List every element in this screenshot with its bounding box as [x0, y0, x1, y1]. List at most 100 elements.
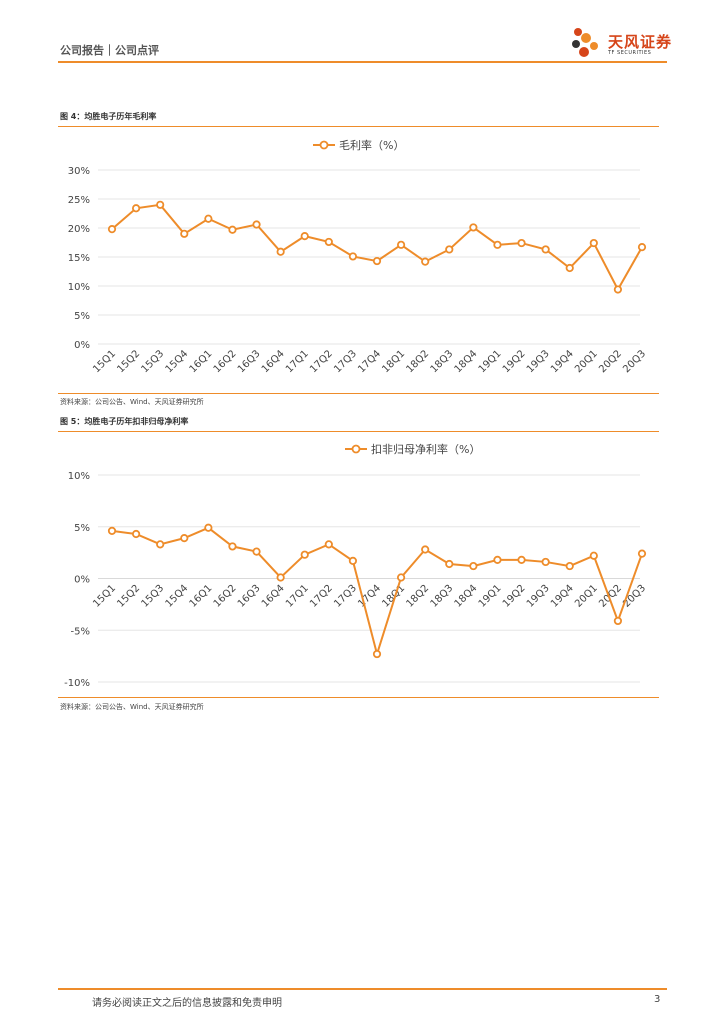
data-point [493, 555, 502, 564]
data-point [276, 247, 285, 256]
data-point [589, 238, 598, 248]
y-tick-label: -5% [71, 626, 90, 637]
x-tick-label: 17Q3 [332, 583, 359, 610]
x-tick-label: 20Q2 [597, 348, 624, 375]
x-tick-label: 15Q1 [91, 583, 118, 610]
data-point [324, 237, 333, 247]
y-tick-label: 10% [68, 471, 90, 482]
x-tick-label: 19Q1 [477, 348, 504, 375]
y-tick-label: 20% [68, 224, 90, 235]
header-divider [58, 61, 667, 63]
x-tick-label: 16Q2 [212, 348, 239, 375]
x-tick-label: 19Q4 [549, 583, 576, 610]
data-point [396, 240, 406, 249]
x-tick-label: 18Q3 [429, 583, 456, 610]
y-tick-label: -10% [64, 678, 90, 689]
x-tick-label: 18Q4 [453, 348, 480, 375]
data-point [324, 540, 333, 549]
x-tick-label: 16Q2 [212, 583, 239, 610]
x-tick-label: 18Q1 [380, 348, 407, 375]
data-point [156, 540, 165, 549]
figure-5-bottom-rule [58, 697, 659, 698]
x-tick-label: 18Q3 [429, 348, 456, 375]
figure-4-source: 资料来源：公司公告、Wind、天风证券研究所 [60, 398, 204, 406]
x-tick-label: 19Q1 [477, 583, 504, 610]
data-point [300, 232, 309, 241]
page-number: 3 [654, 994, 661, 1005]
y-tick-label: 15% [68, 253, 90, 264]
data-point [445, 245, 454, 254]
data-point [469, 561, 478, 571]
data-point [637, 243, 647, 252]
x-tick-label: 18Q2 [404, 348, 431, 375]
company-logo-subtext: TF SECURITIES [608, 50, 652, 56]
y-tick-label: 0% [74, 575, 90, 586]
x-tick-label: 16Q1 [188, 583, 215, 610]
x-tick-label: 18Q4 [453, 583, 480, 610]
x-tick-label: 16Q1 [188, 348, 215, 375]
x-tick-label: 15Q2 [115, 583, 142, 610]
y-tick-label: 0% [74, 340, 90, 351]
y-tick-label: 25% [68, 195, 90, 206]
data-point [204, 214, 213, 223]
data-point [131, 529, 141, 539]
data-point [107, 526, 117, 535]
x-tick-label: 16Q4 [260, 348, 287, 375]
data-point [445, 559, 454, 569]
data-point [517, 238, 526, 248]
data-point [372, 649, 382, 659]
data-point [348, 556, 358, 566]
x-tick-label: 20Q2 [597, 583, 624, 610]
x-tick-label: 17Q3 [332, 348, 359, 375]
data-point [228, 542, 237, 551]
legend-label: 扣非归母净利率（%） [371, 442, 480, 456]
x-tick-label: 19Q3 [525, 348, 552, 375]
data-point [228, 225, 237, 234]
x-tick-label: 16Q3 [236, 583, 263, 610]
data-point [493, 240, 502, 249]
data-point [252, 220, 261, 229]
x-tick-label: 15Q4 [164, 583, 191, 610]
x-tick-label: 17Q1 [284, 583, 311, 610]
x-tick-label: 19Q2 [501, 583, 528, 610]
x-tick-label: 17Q2 [308, 348, 335, 375]
data-point [348, 252, 358, 261]
x-tick-label: 15Q1 [91, 348, 118, 375]
figure-5-title: 图 5：均胜电子历年扣非归母净利率 [60, 417, 189, 426]
data-point [589, 551, 598, 560]
y-tick-label: 10% [68, 282, 90, 293]
x-tick-label: 15Q4 [164, 348, 191, 375]
data-point [372, 256, 382, 266]
data-point [131, 204, 141, 213]
data-point [421, 257, 430, 266]
company-logo-text: 天风证券 [608, 33, 673, 51]
legend-label: 毛利率（%） [339, 138, 404, 152]
data-point [421, 545, 430, 554]
data-point [469, 223, 478, 232]
series-line [111, 203, 643, 292]
data-point [517, 555, 526, 564]
x-tick-label: 19Q2 [501, 348, 528, 375]
data-point [252, 547, 261, 556]
gross-margin-chart: 毛利率（%） 0% 5% 10% 15% 20% 25% 30% 15Q115Q215Q315Q… [68, 138, 648, 375]
legend: 扣非归母净利率（%） [345, 442, 480, 456]
x-tick-label: 16Q3 [236, 348, 263, 375]
data-point [107, 225, 117, 234]
x-tick-label: 20Q1 [573, 348, 600, 375]
data-point [180, 229, 189, 238]
x-tick-label: 15Q3 [139, 583, 166, 610]
footer-disclaimer: 请务必阅读正文之后的信息披露和免责申明 [92, 998, 282, 1009]
x-tick-label: 19Q3 [525, 583, 552, 610]
legend-marker [351, 444, 361, 454]
company-logo-icon [572, 28, 598, 57]
data-point [396, 573, 406, 582]
data-point [613, 285, 623, 294]
figure-4-top-rule [58, 126, 659, 127]
figure-4-bottom-rule [58, 393, 659, 394]
report-type-label: 公司报告｜公司点评 [60, 44, 159, 57]
data-point [156, 200, 165, 209]
y-tick-label: 30% [68, 166, 90, 177]
figure-4-title: 图 4：均胜电子历年毛利率 [60, 112, 157, 121]
figure-5-source: 资料来源：公司公告、Wind、天风证券研究所 [60, 703, 204, 711]
data-point [204, 523, 213, 532]
